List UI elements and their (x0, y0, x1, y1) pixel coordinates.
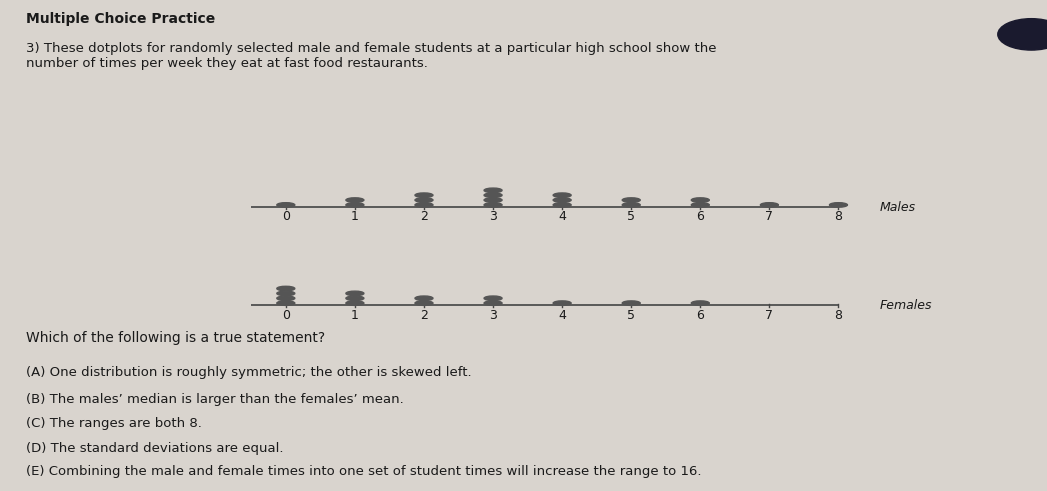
Circle shape (484, 193, 503, 197)
Text: 7: 7 (765, 210, 774, 223)
Circle shape (346, 203, 364, 207)
Text: 8: 8 (834, 308, 843, 322)
Circle shape (829, 203, 847, 207)
Text: 2: 2 (420, 210, 428, 223)
Circle shape (484, 188, 503, 192)
Circle shape (276, 301, 295, 305)
Circle shape (484, 203, 503, 207)
Text: 7: 7 (765, 308, 774, 322)
Text: 1: 1 (351, 308, 359, 322)
Circle shape (691, 301, 709, 305)
Circle shape (276, 296, 295, 300)
Text: (C) The ranges are both 8.: (C) The ranges are both 8. (26, 417, 202, 430)
Circle shape (415, 296, 433, 300)
Circle shape (553, 193, 571, 197)
Text: (E) Combining the male and female times into one set of student times will incre: (E) Combining the male and female times … (26, 465, 701, 478)
Circle shape (691, 198, 709, 202)
Text: 4: 4 (558, 210, 566, 223)
Text: (D) The standard deviations are equal.: (D) The standard deviations are equal. (26, 442, 284, 455)
Text: (A) One distribution is roughly symmetric; the other is skewed left.: (A) One distribution is roughly symmetri… (26, 366, 472, 379)
Circle shape (484, 301, 503, 305)
Text: 1: 1 (351, 210, 359, 223)
Text: Multiple Choice Practice: Multiple Choice Practice (26, 12, 216, 27)
Circle shape (415, 301, 433, 305)
Text: 3) These dotplots for randomly selected male and female students at a particular: 3) These dotplots for randomly selected … (26, 42, 717, 70)
Text: Females: Females (879, 299, 933, 312)
Text: 8: 8 (834, 210, 843, 223)
Circle shape (346, 296, 364, 300)
Circle shape (553, 301, 571, 305)
Text: 5: 5 (627, 308, 636, 322)
Circle shape (622, 198, 640, 202)
Circle shape (276, 286, 295, 291)
Circle shape (691, 203, 709, 207)
Text: 5: 5 (627, 210, 636, 223)
Text: 3: 3 (489, 308, 497, 322)
Text: (B) The males’ median is larger than the females’ mean.: (B) The males’ median is larger than the… (26, 393, 404, 406)
Circle shape (622, 301, 640, 305)
Circle shape (346, 291, 364, 296)
Circle shape (415, 193, 433, 197)
Text: 6: 6 (696, 210, 705, 223)
Text: 3: 3 (489, 210, 497, 223)
Text: 0: 0 (282, 308, 290, 322)
Circle shape (415, 203, 433, 207)
Circle shape (276, 291, 295, 296)
Circle shape (553, 198, 571, 202)
Circle shape (276, 203, 295, 207)
Circle shape (484, 296, 503, 300)
Circle shape (346, 301, 364, 305)
Circle shape (622, 203, 640, 207)
Circle shape (415, 198, 433, 202)
Circle shape (484, 198, 503, 202)
Text: 4: 4 (558, 308, 566, 322)
Text: 6: 6 (696, 308, 705, 322)
Text: 0: 0 (282, 210, 290, 223)
Circle shape (346, 198, 364, 202)
Text: Males: Males (879, 201, 916, 214)
Text: Which of the following is a true statement?: Which of the following is a true stateme… (26, 331, 326, 346)
Text: 2: 2 (420, 308, 428, 322)
Circle shape (553, 203, 571, 207)
Circle shape (760, 203, 778, 207)
